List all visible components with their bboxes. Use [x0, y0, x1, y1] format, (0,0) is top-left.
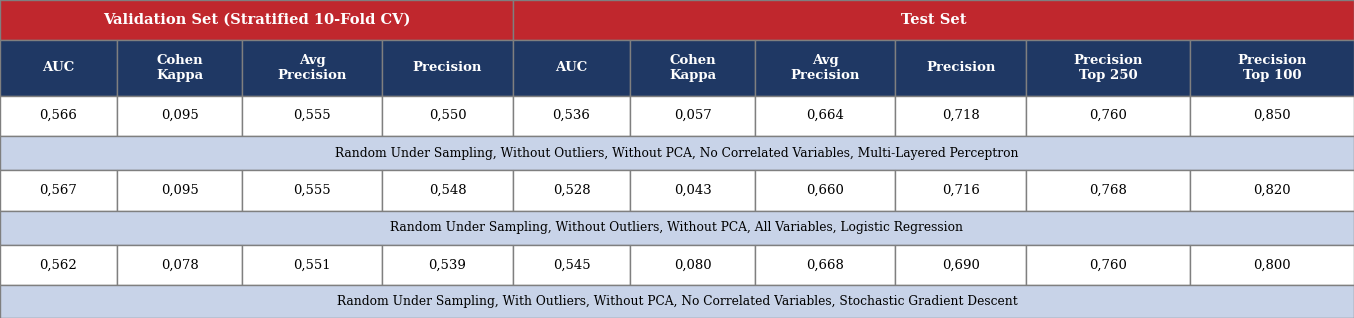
Text: 0,043: 0,043 — [674, 184, 712, 197]
Bar — [382, 40, 513, 95]
Text: 0,567: 0,567 — [39, 184, 77, 197]
Text: 0,078: 0,078 — [161, 259, 199, 272]
Text: 0,555: 0,555 — [294, 184, 330, 197]
Bar — [116, 40, 242, 95]
Bar — [630, 245, 756, 285]
Bar — [895, 40, 1026, 95]
Text: AUC: AUC — [555, 61, 588, 74]
Bar — [1026, 40, 1190, 95]
Bar — [1026, 245, 1190, 285]
Bar — [513, 170, 630, 211]
Text: 0,664: 0,664 — [806, 109, 844, 122]
Text: 0,850: 0,850 — [1254, 109, 1290, 122]
Bar — [242, 95, 382, 136]
Bar — [630, 40, 756, 95]
Bar — [513, 245, 630, 285]
Text: Avg
Precision: Avg Precision — [278, 54, 347, 82]
Text: Test Set: Test Set — [900, 13, 967, 27]
Bar — [116, 170, 242, 211]
Bar — [513, 0, 1354, 40]
Bar — [1026, 170, 1190, 211]
Bar — [1026, 95, 1190, 136]
Text: Cohen
Kappa: Cohen Kappa — [156, 54, 203, 82]
Text: 0,760: 0,760 — [1089, 109, 1127, 122]
Text: Precision: Precision — [413, 61, 482, 74]
Text: 0,548: 0,548 — [429, 184, 466, 197]
Bar — [0, 40, 116, 95]
Bar — [382, 245, 513, 285]
Text: 0,095: 0,095 — [161, 109, 199, 122]
Text: Avg
Precision: Avg Precision — [791, 54, 860, 82]
Bar — [756, 40, 895, 95]
Text: Precision: Precision — [926, 61, 995, 74]
Bar — [116, 95, 242, 136]
Text: 0,800: 0,800 — [1254, 259, 1290, 272]
Text: AUC: AUC — [42, 61, 74, 74]
Bar — [0, 245, 116, 285]
Bar — [895, 170, 1026, 211]
Text: Random Under Sampling, Without Outliers, Without PCA, No Correlated Variables, M: Random Under Sampling, Without Outliers,… — [336, 147, 1018, 160]
Text: 0,539: 0,539 — [429, 259, 467, 272]
Bar — [0, 0, 513, 40]
Text: 0,551: 0,551 — [294, 259, 330, 272]
Bar — [382, 95, 513, 136]
Bar — [0, 95, 116, 136]
Bar — [1190, 170, 1354, 211]
Bar — [116, 245, 242, 285]
Text: 0,716: 0,716 — [941, 184, 979, 197]
Text: 0,760: 0,760 — [1089, 259, 1127, 272]
Text: 0,690: 0,690 — [941, 259, 979, 272]
Text: 0,545: 0,545 — [552, 259, 590, 272]
Bar — [513, 40, 630, 95]
Bar — [0, 211, 1354, 245]
Bar — [1190, 245, 1354, 285]
Text: 0,566: 0,566 — [39, 109, 77, 122]
Bar — [756, 170, 895, 211]
Bar — [895, 95, 1026, 136]
Bar — [1190, 40, 1354, 95]
Text: 0,095: 0,095 — [161, 184, 199, 197]
Bar — [630, 170, 756, 211]
Text: 0,528: 0,528 — [552, 184, 590, 197]
Text: 0,718: 0,718 — [942, 109, 979, 122]
Text: Random Under Sampling, With Outliers, Without PCA, No Correlated Variables, Stoc: Random Under Sampling, With Outliers, Wi… — [337, 295, 1017, 308]
Text: 0,550: 0,550 — [429, 109, 466, 122]
Bar — [242, 40, 382, 95]
Text: 0,080: 0,080 — [674, 259, 711, 272]
Bar — [895, 245, 1026, 285]
Text: 0,660: 0,660 — [806, 184, 844, 197]
Text: Precision
Top 100: Precision Top 100 — [1238, 54, 1307, 82]
Bar — [242, 245, 382, 285]
Bar — [630, 95, 756, 136]
Text: 0,536: 0,536 — [552, 109, 590, 122]
Text: 0,768: 0,768 — [1089, 184, 1127, 197]
Text: Random Under Sampling, Without Outliers, Without PCA, All Variables, Logistic Re: Random Under Sampling, Without Outliers,… — [390, 221, 964, 234]
Text: Precision
Top 250: Precision Top 250 — [1074, 54, 1143, 82]
Bar — [0, 136, 1354, 170]
Text: 0,820: 0,820 — [1254, 184, 1290, 197]
Text: 0,668: 0,668 — [806, 259, 844, 272]
Text: 0,555: 0,555 — [294, 109, 330, 122]
Bar — [513, 95, 630, 136]
Bar — [756, 245, 895, 285]
Bar — [242, 170, 382, 211]
Text: Validation Set (Stratified 10-Fold CV): Validation Set (Stratified 10-Fold CV) — [103, 13, 410, 27]
Bar — [0, 170, 116, 211]
Text: 0,562: 0,562 — [39, 259, 77, 272]
Text: 0,057: 0,057 — [674, 109, 712, 122]
Bar — [382, 170, 513, 211]
Bar — [1190, 95, 1354, 136]
Bar — [0, 285, 1354, 318]
Text: Cohen
Kappa: Cohen Kappa — [669, 54, 716, 82]
Bar — [756, 95, 895, 136]
